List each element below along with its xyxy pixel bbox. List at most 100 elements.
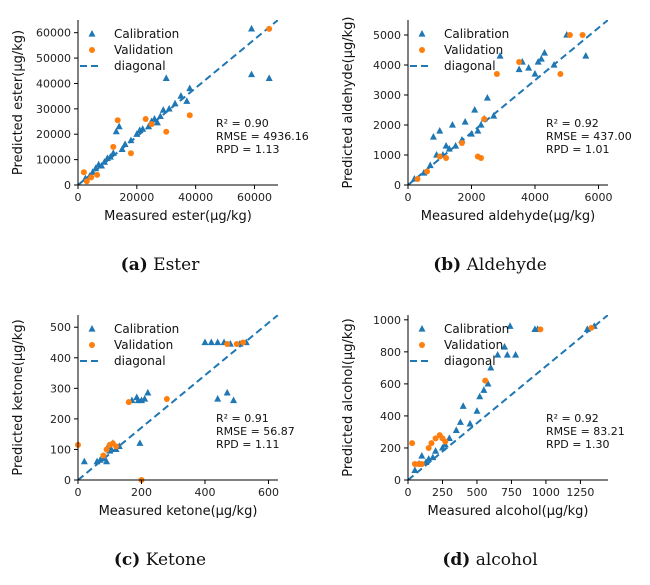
chart-alcohol: 0 250 500 750 1000 1250 0 200 400 600 800 1000 Measu… [341,314,625,519]
validation-point [537,326,544,333]
stats-label: RPD = 1.01 [546,143,609,156]
calibration-point [467,130,475,137]
validation-point [411,460,418,467]
x-tick-label: 0 [405,191,412,204]
caption-text: alcohol [475,550,538,570]
x-tick-label: 200 [131,486,152,499]
calibration-point [480,386,488,393]
calibration-point [429,133,437,140]
y-tick-label: 5000 [373,29,401,42]
validation-point [224,341,231,348]
calibration-point [432,447,440,454]
calibration-point [473,407,481,414]
calibration-point [541,49,549,56]
x-tick-label: 250 [432,486,453,499]
validation-point [482,377,489,384]
calibration-point [98,161,106,169]
calibration-point [445,145,453,152]
validation-point [80,169,87,176]
validation-point [516,59,523,65]
stats-label: RPD = 1.11 [216,438,279,451]
validation-point [481,116,488,122]
y-tick-label: 0 [394,179,401,192]
stats-label: R² = 0.92 [546,117,599,130]
chart-ketone: 0 200 400 600 0 100 200 300 400 500 Measured keton… [11,315,295,519]
calibration-point [109,149,117,156]
validation-point [458,140,465,146]
legend-symbol [88,325,96,332]
calibration-point [418,451,426,459]
calibration-point [162,74,170,81]
validation-point [418,460,425,467]
validation-point [83,178,90,185]
legend-label: Calibration [444,322,509,336]
caption-ester: (a) Ester [0,255,320,275]
calibration-point [121,140,129,147]
y-axis-label: Predicted ester(μg/kg) [11,30,26,175]
calibration-point [461,118,469,125]
calibration-point [183,97,191,104]
y-tick-label: 0 [64,179,71,192]
legend-label: Calibration [114,322,179,336]
legend-label: diagonal [114,354,166,368]
y-tick-label: 400 [380,410,401,423]
y-tick-label: 1000 [373,149,401,162]
panel-aldehyde: 0 2000 4000 6000 0 1000 2000 3000 4000 5000 Measur… [330,0,650,254]
y-tick-label: 20000 [36,128,71,141]
calibration-point [223,388,231,396]
y-tick-label: 400 [50,352,71,365]
calibration-point [506,322,514,329]
legend-symbol [89,47,95,53]
legend-label: Calibration [114,27,179,41]
validation-point [100,452,107,459]
x-axis-label: Measured ketone(μg/kg) [99,504,258,519]
legend-label: diagonal [444,59,496,73]
calibration-point [459,402,467,409]
validation-point [436,153,443,160]
caption-text: Ester [153,255,200,275]
calibration-point [452,142,460,149]
calibration-point [445,434,453,441]
legend-symbol [419,342,425,348]
validation-point [566,32,573,38]
calibration-point [230,396,238,404]
y-tick-label: 60000 [36,27,71,40]
calibration-point [248,70,256,78]
x-tick-label: 2000 [457,191,485,204]
validation-point [432,435,439,442]
caption-letter: (d) [442,550,471,570]
y-tick-label: 200 [380,442,401,455]
validation-point [110,143,117,150]
calibration-point [145,122,153,130]
validation-point [113,443,120,450]
calibration-point [525,64,533,71]
calibration-point [456,418,464,425]
calibration-point [139,125,147,132]
y-tick-label: 0 [64,474,71,487]
caption-letter: (a) [120,255,148,275]
legend-label: Validation [444,43,503,57]
validation-point [163,128,170,135]
stats-label: RPD = 1.13 [216,143,279,156]
validation-point [478,155,485,161]
calibration-point [141,395,149,402]
calibration-point [531,70,539,77]
y-tick-label: 800 [380,346,401,359]
caption-alcohol: (d) alcohol [330,550,650,570]
y-tick-label: 10000 [36,154,71,167]
calibration-point [265,74,273,81]
calibration-point [156,112,164,120]
stats-label: RMSE = 56.87 [216,425,295,438]
validation-point [125,399,132,406]
stats-label: R² = 0.91 [216,412,269,425]
legend-label: diagonal [444,354,496,368]
legend-symbol [419,47,425,53]
x-axis-label: Measured ester(μg/kg) [104,209,252,224]
x-tick-label: 20000 [119,191,154,204]
calibration-point [214,395,222,402]
calibration-point [550,61,558,68]
validation-point [266,25,273,32]
diagonal-line [78,315,278,480]
x-tick-label: 600 [258,486,279,499]
y-axis-label: Predicted aldehyde(μg/kg) [341,17,356,189]
